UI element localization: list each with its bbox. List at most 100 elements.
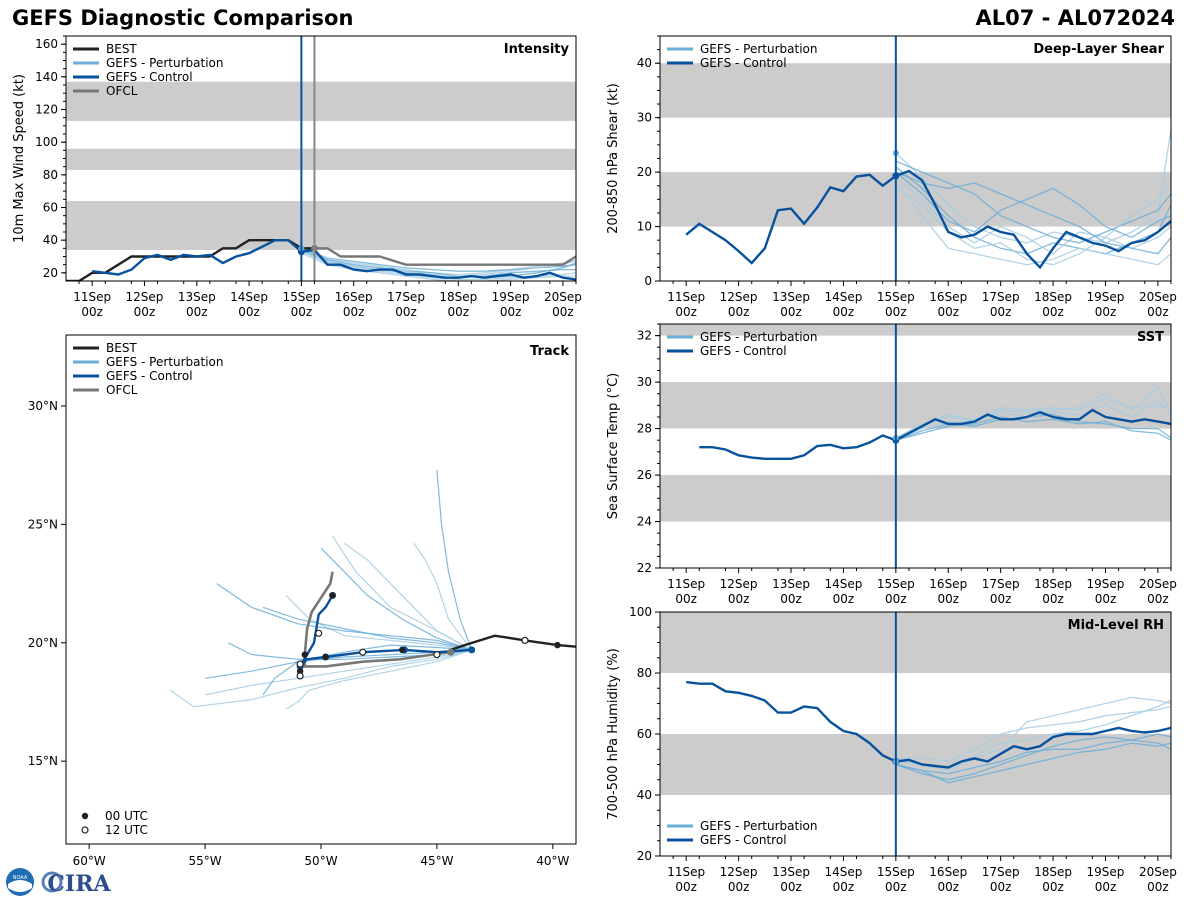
perturbation-line <box>895 416 1171 441</box>
x-tick-day-label: 13Sep <box>178 290 216 304</box>
x-tick-day-label: 20Sep <box>1139 865 1177 879</box>
threshold-band <box>66 200 576 250</box>
y-tick-label: 25°N <box>28 517 58 531</box>
panel-plot-area <box>660 324 1171 568</box>
legend-marker-12 <box>81 826 89 834</box>
y-tick-label: 20 <box>43 266 58 280</box>
legend-label: BEST <box>106 42 137 56</box>
x-tick-label: 40°W <box>536 854 569 868</box>
perturbation-track <box>285 649 472 710</box>
perturbation-track <box>285 594 472 651</box>
x-tick-day-label: 19Sep <box>1087 290 1125 304</box>
threshold-band <box>660 382 1171 429</box>
control-line <box>92 239 576 281</box>
x-tick-hour-label: 00z <box>1147 592 1169 606</box>
legend-label: GEFS - Perturbation <box>700 819 817 833</box>
perturbation-track <box>262 644 472 696</box>
y-axis-label: Sea Surface Temp (°C) <box>606 373 621 520</box>
x-tick-day-label: 18Sep <box>1034 865 1072 879</box>
x-tick-day-label: 17Sep <box>982 865 1020 879</box>
x-tick-hour-label: 00z <box>81 305 103 319</box>
x-tick-hour-label: 00z <box>990 305 1012 319</box>
x-tick-day-label: 20Sep <box>544 290 582 304</box>
y-tick-label: 30 <box>637 375 652 389</box>
x-tick-hour-label: 00z <box>780 592 802 606</box>
y-tick-label: 28 <box>637 422 652 436</box>
x-tick-day-label: 20Sep <box>1139 577 1177 591</box>
x-tick-hour-label: 00z <box>1095 880 1117 894</box>
x-tick-day-label: 12Sep <box>126 290 164 304</box>
x-tick-day-label: 19Sep <box>492 290 530 304</box>
control-track <box>299 594 472 668</box>
x-tick-hour-label: 00z <box>728 880 750 894</box>
cira-logo-icon: CIRA <box>41 871 112 897</box>
perturbation-track <box>436 469 473 651</box>
x-tick-hour-label: 00z <box>937 880 959 894</box>
legend-label: GEFS - Control <box>700 833 787 847</box>
y-axis-label: 200-850 hPa Shear (kt) <box>606 83 621 234</box>
perturbation-line <box>895 160 1171 244</box>
x-tick-hour-label: 00z <box>1095 592 1117 606</box>
panel-title: Mid-Level RH <box>1068 618 1164 633</box>
x-tick-hour-label: 00z <box>937 592 959 606</box>
panel-frame <box>659 323 1172 569</box>
x-tick-hour-label: 00z <box>134 305 156 319</box>
control-line <box>686 680 1171 769</box>
agency-logos: NOAA CIRA <box>6 868 112 897</box>
y-tick-label: 100 <box>35 135 58 149</box>
x-tick-label: 50°W <box>304 854 337 868</box>
perturbation-line <box>895 739 1171 775</box>
x-tick-hour-label: 00z <box>885 880 907 894</box>
marker-00-utc <box>301 651 308 658</box>
panel-plot-area <box>660 36 1171 281</box>
perturbation-line <box>895 742 1171 784</box>
x-tick-day-label: 15Sep <box>282 290 320 304</box>
x-tick-hour-label: 00z <box>1042 592 1064 606</box>
y-tick-label: 40 <box>637 788 652 802</box>
x-tick-hour-label: 00z <box>780 305 802 319</box>
x-tick-day-label: 16Sep <box>929 577 967 591</box>
y-tick-label: 120 <box>35 103 58 117</box>
marker-00-utc <box>329 592 336 599</box>
x-tick-hour-label: 00z <box>395 305 417 319</box>
y-axis-label: 10m Max Wind Speed (kt) <box>12 74 27 243</box>
legend-label: GEFS - Perturbation <box>700 330 817 344</box>
perturbation-line <box>301 247 576 277</box>
x-tick-hour-label: 00z <box>448 305 470 319</box>
x-tick-day-label: 19Sep <box>1087 577 1125 591</box>
legend-label: GEFS - Control <box>106 369 193 383</box>
noaa-logo-icon: NOAA <box>6 868 34 896</box>
marker-12-utc <box>359 648 367 656</box>
x-tick-day-label: 14Sep <box>230 290 268 304</box>
y-axis-label: 700-500 hPa Humidity (%) <box>606 648 621 820</box>
x-tick-day-label: 20Sep <box>1139 290 1177 304</box>
x-tick-hour-label: 00z <box>291 305 313 319</box>
ofcl-line <box>314 247 576 266</box>
marker-12-utc <box>315 629 323 637</box>
y-tick-label: 160 <box>35 37 58 51</box>
x-tick-day-label: 17Sep <box>982 577 1020 591</box>
x-tick-label: 45°W <box>420 854 453 868</box>
y-tick-label: 10 <box>637 220 652 234</box>
y-tick-label: 30°N <box>28 399 58 413</box>
y-tick-label: 30 <box>637 111 652 125</box>
perturbation-track <box>413 542 473 651</box>
threshold-band <box>660 475 1171 522</box>
perturbation-line <box>895 171 1171 239</box>
x-tick-hour-label: 00z <box>675 592 697 606</box>
legend-label: 00 UTC <box>105 809 148 823</box>
legend-marker-00 <box>81 812 89 820</box>
y-tick-label: 0 <box>644 274 652 288</box>
x-tick-hour-label: 00z <box>885 305 907 319</box>
x-tick-hour-label: 00z <box>990 592 1012 606</box>
panel-title: Track <box>530 344 569 359</box>
threshold-band <box>660 734 1171 795</box>
x-tick-day-label: 12Sep <box>720 865 758 879</box>
x-tick-day-label: 17Sep <box>982 290 1020 304</box>
control-line <box>699 408 1171 460</box>
y-tick-label: 20 <box>637 849 652 863</box>
noaa-logo-text: NOAA <box>13 875 28 881</box>
x-tick-hour-label: 00z <box>675 880 697 894</box>
marker-00-utc <box>554 641 561 649</box>
perturbation-line <box>895 182 1171 266</box>
